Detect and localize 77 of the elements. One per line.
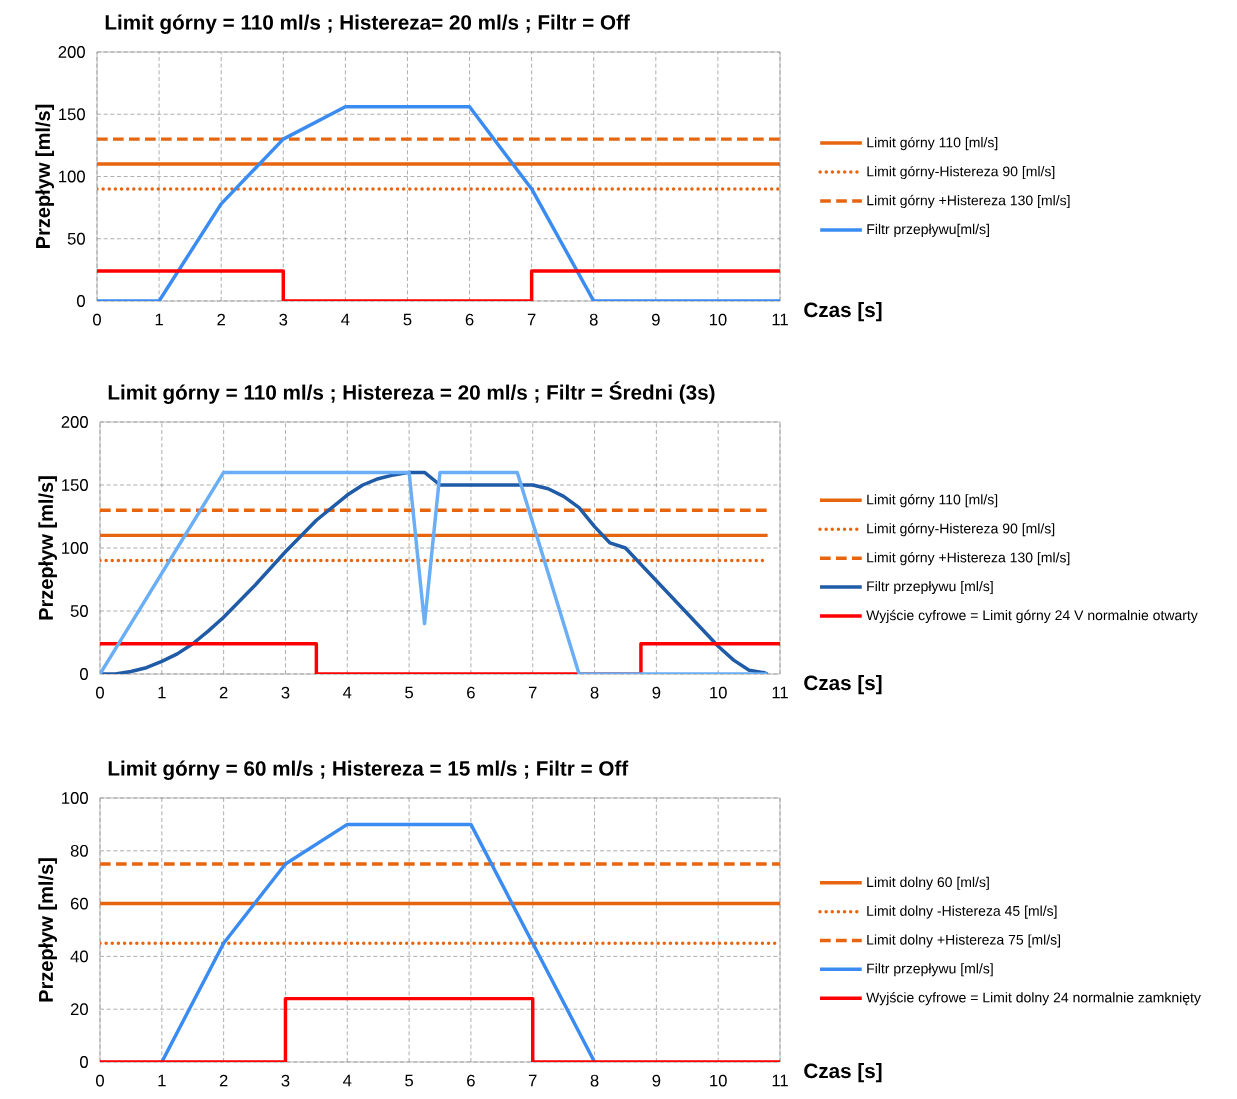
x-tick-label: 8 [589, 313, 598, 326]
x-tick-label: 2 [217, 313, 225, 326]
x-axis-title: Czas [s] [804, 1063, 882, 1083]
x-tick-label: 4 [343, 1074, 352, 1087]
x-tick-label: 8 [590, 1074, 599, 1087]
chart-title: Limit górny = 110 ml/s ; Histereza= 20 ml/s ; Filtr = Off [105, 14, 630, 34]
legend-label: Limit górny 110 [ml/s] [867, 494, 998, 508]
x-tick-label: 1 [158, 1074, 166, 1087]
y-tick-label: 150 [62, 479, 88, 491]
x-tick-label: 11 [772, 686, 788, 699]
y-tick-label: 200 [61, 416, 88, 428]
y-tick-label: 100 [62, 542, 88, 554]
x-tick-label: 2 [219, 1074, 228, 1087]
legend-label: Filtr przepływu [ml/s] [867, 963, 993, 977]
x-tick-label: 9 [651, 313, 660, 326]
line-series [160, 822, 597, 1062]
legend-label: Limit górny +Histereza 130 [ml/s] [867, 552, 1070, 566]
y-tick-label: 40 [70, 950, 88, 963]
chart-title: Limit górny = 110 ml/s ; Histereza = 20 ml/s ; Filtr = Średni (3s) [108, 381, 715, 404]
legend-label: Limit górny-Histereza 90 [ml/s] [867, 165, 1055, 180]
legend-label: Limit dolny -Histereza 45 [ml/s] [867, 905, 1057, 919]
x-tick-label: 6 [467, 686, 475, 699]
x-tick-label: 1 [158, 686, 166, 699]
x-tick-label: 8 [590, 686, 599, 699]
y-tick-label: 0 [80, 668, 88, 680]
line-series [97, 105, 781, 301]
y-tick-label: 150 [59, 108, 85, 121]
legend-label: Filtr przepływu [ml/s] [867, 580, 993, 595]
y-tick-label: 20 [70, 1003, 88, 1016]
legend-label: Limit górny +Histereza 130 [ml/s] [867, 194, 1070, 209]
x-tick-label: 0 [93, 313, 101, 326]
x-tick-label: 11 [772, 1074, 788, 1087]
x-tick-label: 9 [652, 1074, 661, 1087]
legend-label: Wyjście cyfrowe = Limit dolny 24 normalnie zamknięty [866, 992, 1201, 1006]
legend-label: Limit górny-Histereza 90 [ml/s] [867, 523, 1055, 537]
x-tick-label: 10 [709, 313, 727, 326]
legend-label: Wyjście cyfrowe = Limit górny 24 V normalnie otwarty [866, 609, 1198, 623]
x-tick-label: 5 [405, 686, 414, 699]
x-tick-label: 11 [772, 313, 788, 326]
x-tick-label: 3 [279, 313, 288, 326]
x-tick-label: 3 [281, 686, 290, 699]
x-tick-label: 4 [343, 686, 352, 699]
x-tick-label: 6 [465, 313, 474, 326]
legend-label: Limit dolny 60 [ml/s] [867, 876, 989, 890]
x-tick-label: 5 [403, 313, 412, 326]
x-tick-label: 3 [281, 1074, 290, 1087]
x-tick-label: 1 [155, 313, 163, 326]
y-tick-label: 80 [70, 844, 88, 857]
x-tick-label: 7 [527, 313, 536, 326]
y-tick-label: 60 [70, 897, 88, 910]
legend-label: Limit górny 110 [ml/s] [867, 136, 998, 151]
y-tick-label: 100 [59, 170, 85, 183]
x-tick-label: 10 [710, 686, 727, 699]
x-tick-label: 6 [467, 1074, 475, 1087]
y-axis-title: Przepływ [ml/s] [38, 858, 57, 1002]
x-axis-title: Czas [s] [804, 302, 882, 322]
x-tick-label: 10 [710, 1074, 727, 1087]
y-tick-label: 0 [77, 295, 85, 307]
x-tick-label: 2 [219, 686, 228, 699]
y-tick-label: 100 [62, 792, 88, 804]
x-tick-label: 4 [341, 313, 350, 326]
x-tick-label: 7 [528, 1074, 537, 1087]
legend-label: Limit dolny +Histereza 75 [ml/s] [867, 934, 1061, 948]
x-tick-label: 0 [96, 686, 104, 699]
x-axis-title: Czas [s] [804, 675, 882, 695]
y-axis-title: Przepływ [ml/s] [35, 104, 54, 248]
x-tick-label: 5 [405, 1074, 414, 1087]
y-tick-label: 50 [67, 232, 85, 245]
x-tick-label: 0 [96, 1074, 104, 1087]
y-axis-title: Przepływ [ml/s] [38, 476, 57, 620]
y-tick-label: 200 [58, 46, 85, 58]
x-tick-label: 9 [652, 686, 661, 699]
x-tick-label: 7 [528, 686, 537, 699]
y-tick-label: 0 [80, 1056, 88, 1068]
chart-title: Limit górny = 60 ml/s ; Histereza = 15 ml/s ; Filtr = Off [108, 760, 629, 780]
y-tick-label: 50 [70, 605, 88, 617]
legend-label: Filtr przepływu[ml/s] [867, 223, 989, 237]
